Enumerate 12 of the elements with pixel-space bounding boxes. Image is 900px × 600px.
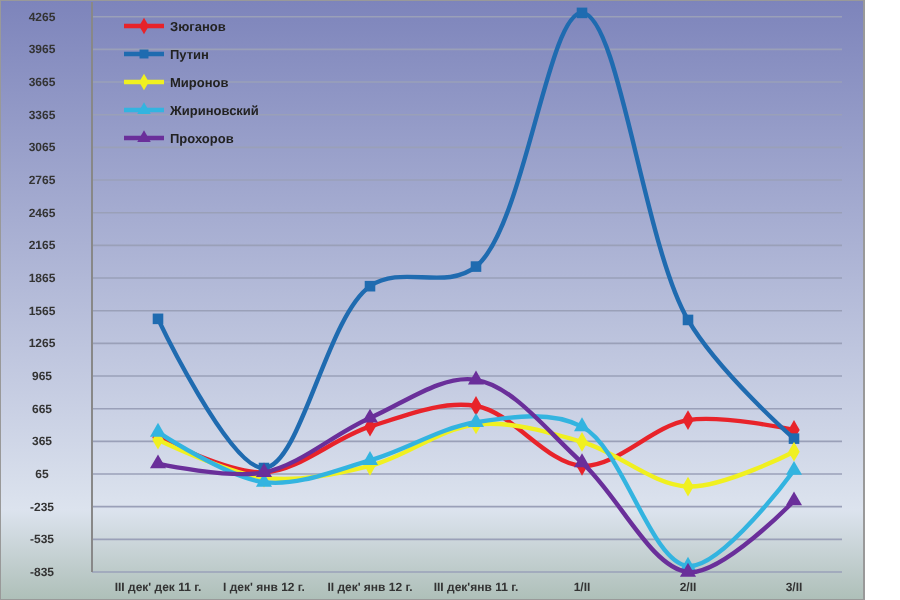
point	[467, 370, 485, 385]
point	[679, 562, 697, 577]
point	[470, 261, 482, 272]
point	[467, 413, 485, 427]
point	[573, 453, 591, 468]
point	[788, 433, 800, 444]
point	[361, 451, 379, 466]
point	[149, 454, 167, 469]
point	[785, 460, 803, 475]
point	[149, 422, 167, 437]
point	[573, 417, 591, 432]
point	[785, 491, 803, 506]
